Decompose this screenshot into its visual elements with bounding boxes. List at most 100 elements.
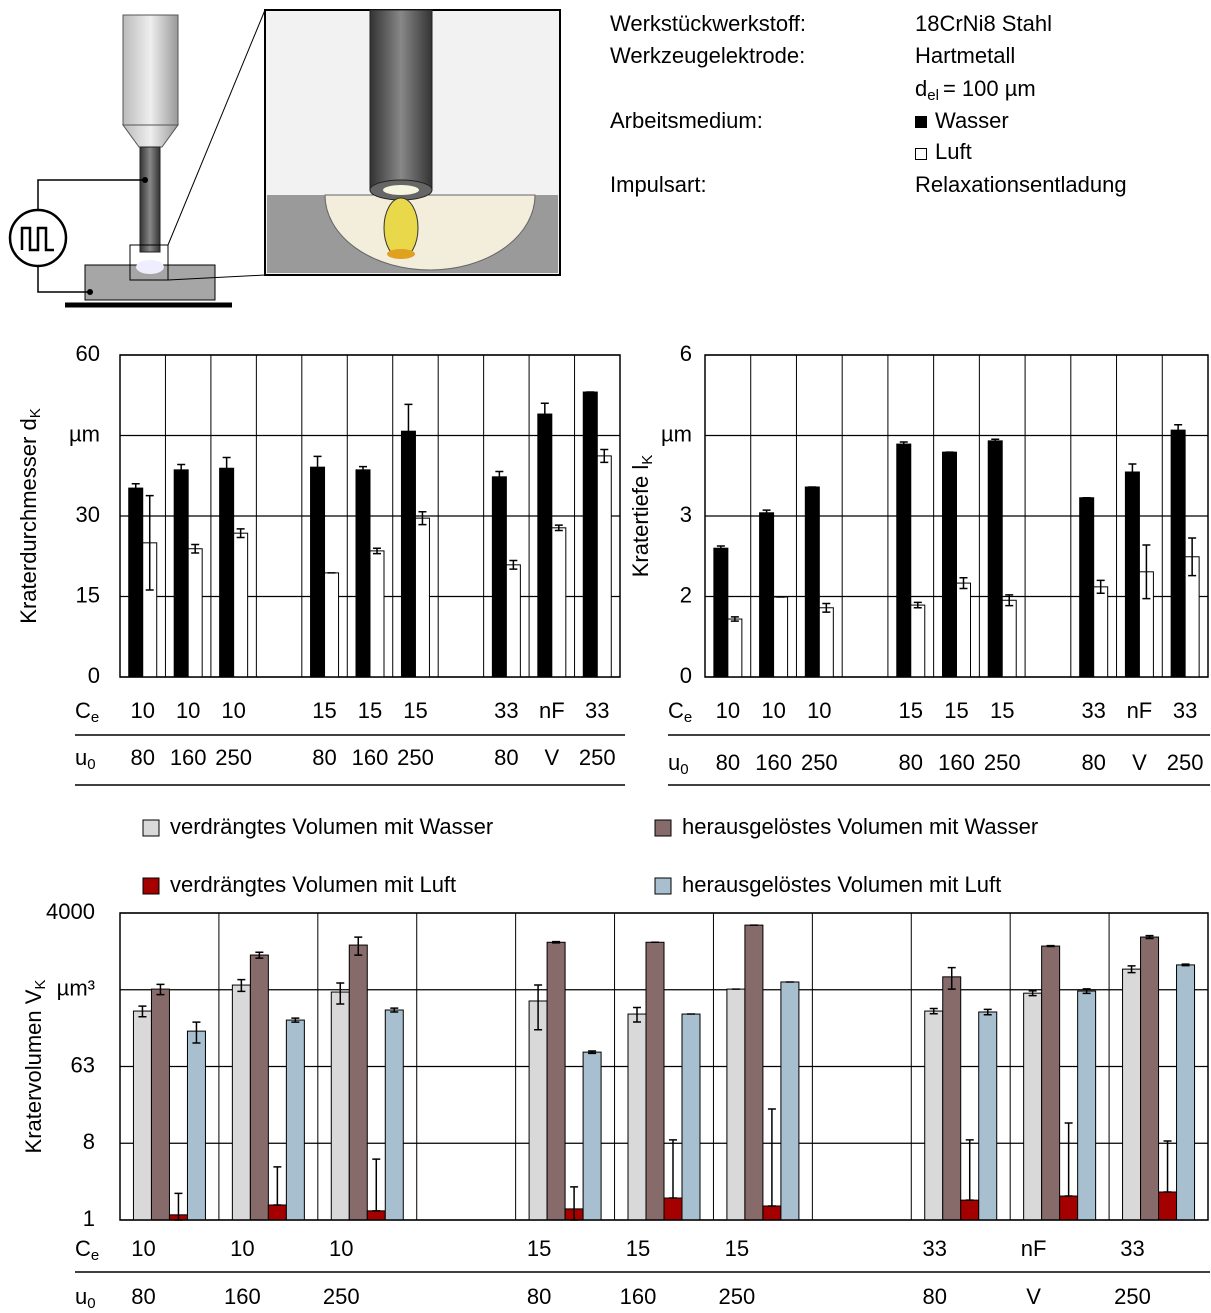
y-tick-label: 0 xyxy=(680,663,692,688)
x-tick-label: 10 xyxy=(807,698,831,723)
row-label: u0 xyxy=(75,1284,96,1312)
bar xyxy=(552,528,566,677)
wire xyxy=(38,180,145,210)
bar xyxy=(1002,600,1016,677)
x-tick-label: 250 xyxy=(1114,1284,1151,1309)
x-tick-label: 10 xyxy=(176,698,200,723)
error-bar xyxy=(1164,1141,1172,1192)
bar xyxy=(1159,1192,1177,1220)
info-value: del= 100 µm xyxy=(915,76,1036,104)
legend-label: verdrängtes Volumen mit Wasser xyxy=(170,814,493,839)
bar xyxy=(1094,587,1108,677)
y-tick-label: 8 xyxy=(83,1129,95,1154)
error-bar xyxy=(669,1140,677,1198)
error-bar xyxy=(273,1167,281,1205)
x-tick-label: 33 xyxy=(494,698,518,723)
y-tick-label: 3 xyxy=(680,502,692,527)
x-tick-label: nF xyxy=(1127,698,1153,723)
bar xyxy=(538,414,552,677)
legend-label: herausgelöstes Volumen mit Luft xyxy=(682,872,1001,897)
marker-open xyxy=(916,149,927,160)
x-tick-label: 250 xyxy=(1167,750,1204,775)
bar xyxy=(781,982,799,1220)
bar xyxy=(415,518,429,677)
info-value: 18CrNi8 Stahl xyxy=(915,11,1052,36)
legend-swatch xyxy=(655,878,671,894)
y-tick-label: 6 xyxy=(680,341,692,366)
bar xyxy=(943,977,961,1220)
x-tick-label: 250 xyxy=(801,750,838,775)
x-tick-label: 80 xyxy=(494,745,518,770)
row-label: Ce xyxy=(75,1236,99,1264)
x-tick-label: 33 xyxy=(922,1236,946,1261)
y-axis-label-sub: K xyxy=(27,408,44,418)
bar xyxy=(1141,937,1159,1220)
x-tick-label: 15 xyxy=(358,698,382,723)
y-tick-label: 2 xyxy=(680,582,692,607)
bar xyxy=(957,583,971,677)
bar xyxy=(760,513,774,677)
x-tick-label: 10 xyxy=(329,1236,353,1261)
bar xyxy=(547,942,565,1220)
y-tick-label: µm xyxy=(661,421,692,446)
y-axis-label: Kratervolumen VK xyxy=(21,980,49,1154)
x-tick-label: 15 xyxy=(403,698,427,723)
x-tick-label: 15 xyxy=(312,698,336,723)
bar xyxy=(1080,498,1094,677)
error-bar xyxy=(768,1109,776,1206)
x-tick-label: 80 xyxy=(899,750,923,775)
info-value: Hartmetall xyxy=(915,43,1015,68)
bar xyxy=(529,1001,547,1220)
error-bar xyxy=(1047,946,1055,947)
bar xyxy=(597,456,611,677)
x-tick-label: nF xyxy=(1021,1236,1047,1261)
x-tick-label: 15 xyxy=(527,1236,551,1261)
row-label-text: u xyxy=(75,1284,87,1309)
bar xyxy=(220,468,234,677)
x-tick-label: 250 xyxy=(323,1284,360,1309)
row-label: Ce xyxy=(668,698,692,726)
x-tick-label: 33 xyxy=(1120,1236,1144,1261)
x-tick-label: 250 xyxy=(397,745,434,770)
bar xyxy=(349,945,367,1220)
row-label-sub: e xyxy=(91,709,99,726)
x-tick-label: 250 xyxy=(719,1284,756,1309)
y-tick-label: µm xyxy=(69,421,100,446)
medium xyxy=(136,260,164,274)
bar xyxy=(583,1052,601,1220)
x-tick-label: V xyxy=(1026,1284,1041,1309)
contact xyxy=(142,177,148,183)
bar xyxy=(401,431,415,677)
x-tick-label: 160 xyxy=(224,1284,261,1309)
x-tick-label: 250 xyxy=(579,745,616,770)
row-label-sub: e xyxy=(91,1247,99,1264)
bar xyxy=(174,470,188,677)
bar xyxy=(1171,430,1185,677)
bar xyxy=(1060,1196,1078,1220)
bar xyxy=(727,989,745,1220)
bar xyxy=(506,565,520,677)
x-tick-label: 33 xyxy=(585,698,609,723)
electrode-bore xyxy=(383,185,419,195)
y-axis-label-text: Kratervolumen V xyxy=(21,989,46,1153)
info-label: Werkzeugelektrode: xyxy=(610,43,805,68)
marker-filled xyxy=(915,116,927,128)
x-tick-label: 80 xyxy=(131,1284,155,1309)
x-tick-label: V xyxy=(544,745,559,770)
bar xyxy=(745,925,763,1220)
x-tick-label: V xyxy=(1132,750,1147,775)
bar xyxy=(911,605,925,677)
y-tick-label: 4000 xyxy=(46,899,95,924)
x-tick-label: 33 xyxy=(1173,698,1197,723)
row-label: u0 xyxy=(668,750,689,778)
error-bar xyxy=(966,1140,974,1200)
bar xyxy=(268,1205,286,1220)
row-label-sub: e xyxy=(684,709,692,726)
bar xyxy=(664,1198,682,1220)
x-tick-label: 10 xyxy=(230,1236,254,1261)
y-tick-label: 30 xyxy=(76,502,100,527)
bar xyxy=(628,1014,646,1220)
bar xyxy=(356,470,370,677)
row-label-text: C xyxy=(75,698,91,723)
x-tick-label: 10 xyxy=(131,1236,155,1261)
